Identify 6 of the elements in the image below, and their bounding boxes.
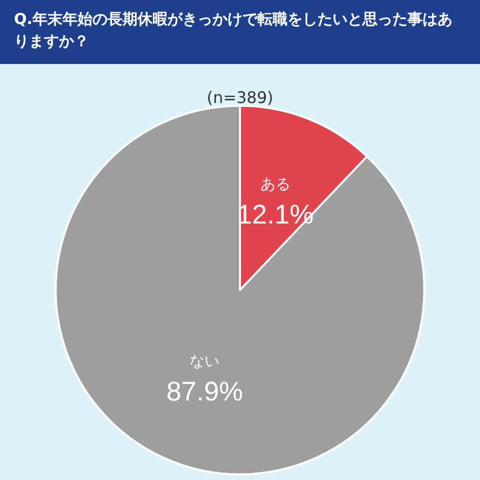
data-label: 12.1%: [237, 200, 314, 230]
slice-label: ある: [260, 176, 290, 194]
chart-subtitle: (n=389): [206, 88, 274, 107]
slice-label: ない: [190, 352, 220, 370]
data-label: 87.9%: [166, 376, 243, 406]
chart-title: Q.年末年始の長期休暇がきっかけで転職をしたいと思った事はありますか？: [0, 0, 480, 64]
